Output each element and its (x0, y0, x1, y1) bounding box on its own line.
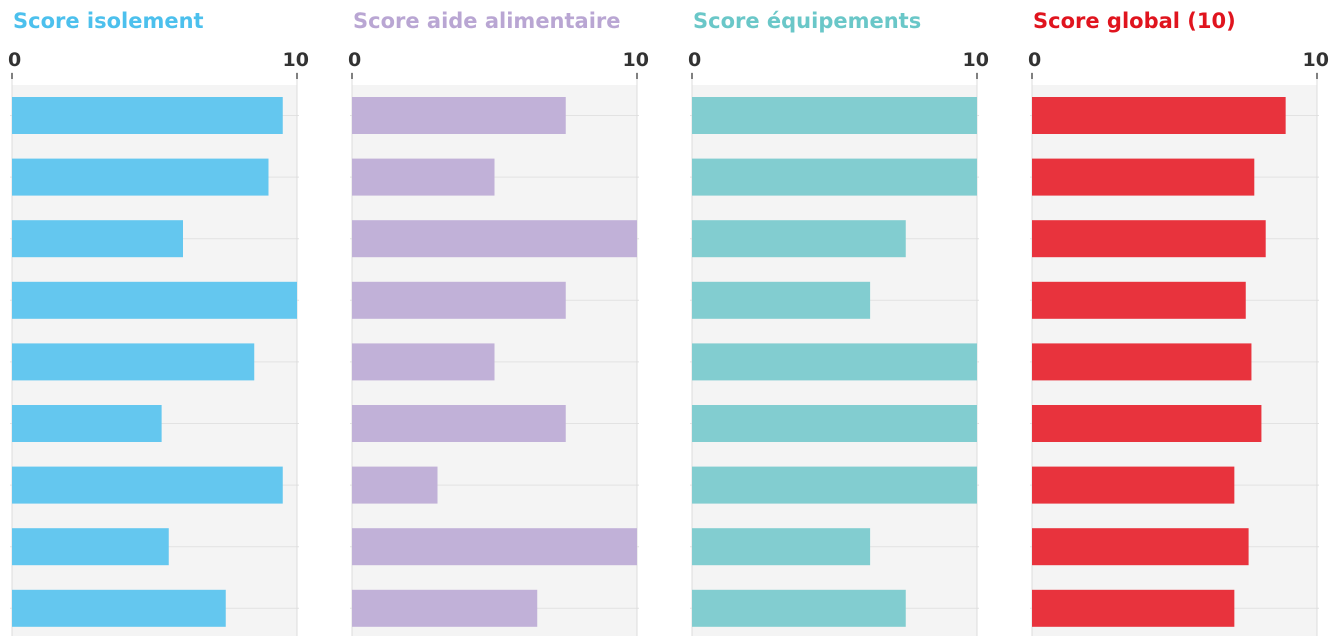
bar-9 (352, 590, 537, 627)
bar-1 (692, 97, 977, 134)
chart-panel-1: 0 10 Score isolement (8, 9, 309, 636)
bar-5 (352, 343, 495, 380)
bar-8 (1032, 528, 1249, 565)
bar-2 (12, 159, 269, 196)
small-multiples-bar-charts: 0 10Score isolement0 10Score aide alimenta… (0, 0, 1339, 636)
tick-label-max: 10 (623, 49, 649, 71)
chart-title: Score isolement (13, 9, 204, 33)
bar-2 (1032, 159, 1254, 196)
bar-7 (352, 467, 438, 504)
bar-4 (12, 282, 297, 319)
bar-1 (352, 97, 566, 134)
bar-1 (12, 97, 283, 134)
bar-6 (1032, 405, 1261, 442)
chart-title: Score équipements (693, 9, 921, 33)
bar-8 (692, 528, 870, 565)
chart-title: Score global (10) (1033, 9, 1236, 33)
bar-5 (12, 343, 254, 380)
bar-8 (12, 528, 169, 565)
bar-9 (692, 590, 906, 627)
bar-3 (12, 220, 183, 257)
tick-label-max: 10 (963, 49, 989, 71)
tick-label-max: 10 (283, 49, 309, 71)
bar-9 (1032, 590, 1234, 627)
bar-2 (692, 159, 977, 196)
bar-4 (692, 282, 870, 319)
chart-title: Score aide alimentaire (353, 9, 621, 33)
chart-panel-4: 0 10 Score global (10) (1028, 9, 1329, 636)
bar-3 (692, 220, 906, 257)
bar-7 (12, 467, 283, 504)
bar-6 (352, 405, 566, 442)
bar-3 (1032, 220, 1266, 257)
tick-label-min: 0 (688, 49, 701, 71)
bar-7 (692, 467, 977, 504)
bar-4 (1032, 282, 1246, 319)
bar-2 (352, 159, 495, 196)
bar-6 (692, 405, 977, 442)
chart-panel-3: 0 10 Score équipements (688, 9, 989, 636)
tick-label-min: 0 (1028, 49, 1041, 71)
bar-4 (352, 282, 566, 319)
tick-label-min: 0 (8, 49, 21, 71)
bar-3 (352, 220, 637, 257)
bar-1 (1032, 97, 1286, 134)
bar-5 (692, 343, 977, 380)
tick-label-max: 10 (1303, 49, 1329, 71)
bar-9 (12, 590, 226, 627)
bar-8 (352, 528, 637, 565)
bar-7 (1032, 467, 1234, 504)
bar-5 (1032, 343, 1251, 380)
tick-label-min: 0 (348, 49, 361, 71)
bar-6 (12, 405, 162, 442)
